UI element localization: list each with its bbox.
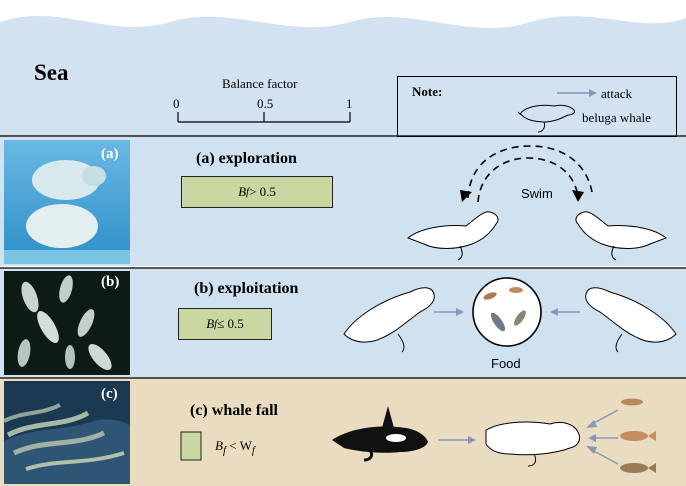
tick-0: 0 bbox=[173, 96, 180, 111]
attack-arrow-icon bbox=[557, 89, 597, 97]
note-box bbox=[397, 76, 677, 137]
phase-title-whale-fall: (c) whale fall bbox=[190, 402, 278, 419]
tick-0-5: 0.5 bbox=[257, 96, 274, 111]
note-attack-label: attack bbox=[601, 86, 633, 101]
photo-label-c: (c) bbox=[101, 386, 118, 402]
condition-whale-fall: Bf < Wf bbox=[215, 438, 255, 457]
food-label: Food bbox=[491, 356, 521, 371]
photo-belugas-exploration bbox=[4, 140, 130, 264]
balance-factor-label: Balance factor bbox=[222, 76, 298, 91]
note-title: Note: bbox=[412, 84, 443, 99]
exploration-swim-diagram bbox=[407, 145, 667, 261]
phase-title-exploitation: (b) exploitation bbox=[194, 280, 299, 297]
photo-belugas-exploitation bbox=[4, 271, 130, 375]
photo-label-a: (a) bbox=[101, 146, 119, 162]
balance-factor-scale bbox=[177, 112, 351, 123]
page-title: Sea bbox=[34, 60, 69, 85]
note-beluga-label: beluga whale bbox=[582, 110, 651, 125]
beluga-whale-icon bbox=[517, 104, 575, 133]
photo-whale-fall bbox=[4, 381, 130, 484]
whale-fall-diagram bbox=[332, 398, 656, 473]
phase-title-exploration: (a) exploration bbox=[196, 150, 297, 167]
exploitation-food-diagram bbox=[343, 277, 677, 353]
photo-label-b: (b) bbox=[101, 274, 120, 290]
tick-1: 1 bbox=[346, 96, 353, 111]
condition-whale-fall-swatch bbox=[180, 431, 202, 461]
swim-label: Swim bbox=[521, 186, 553, 201]
